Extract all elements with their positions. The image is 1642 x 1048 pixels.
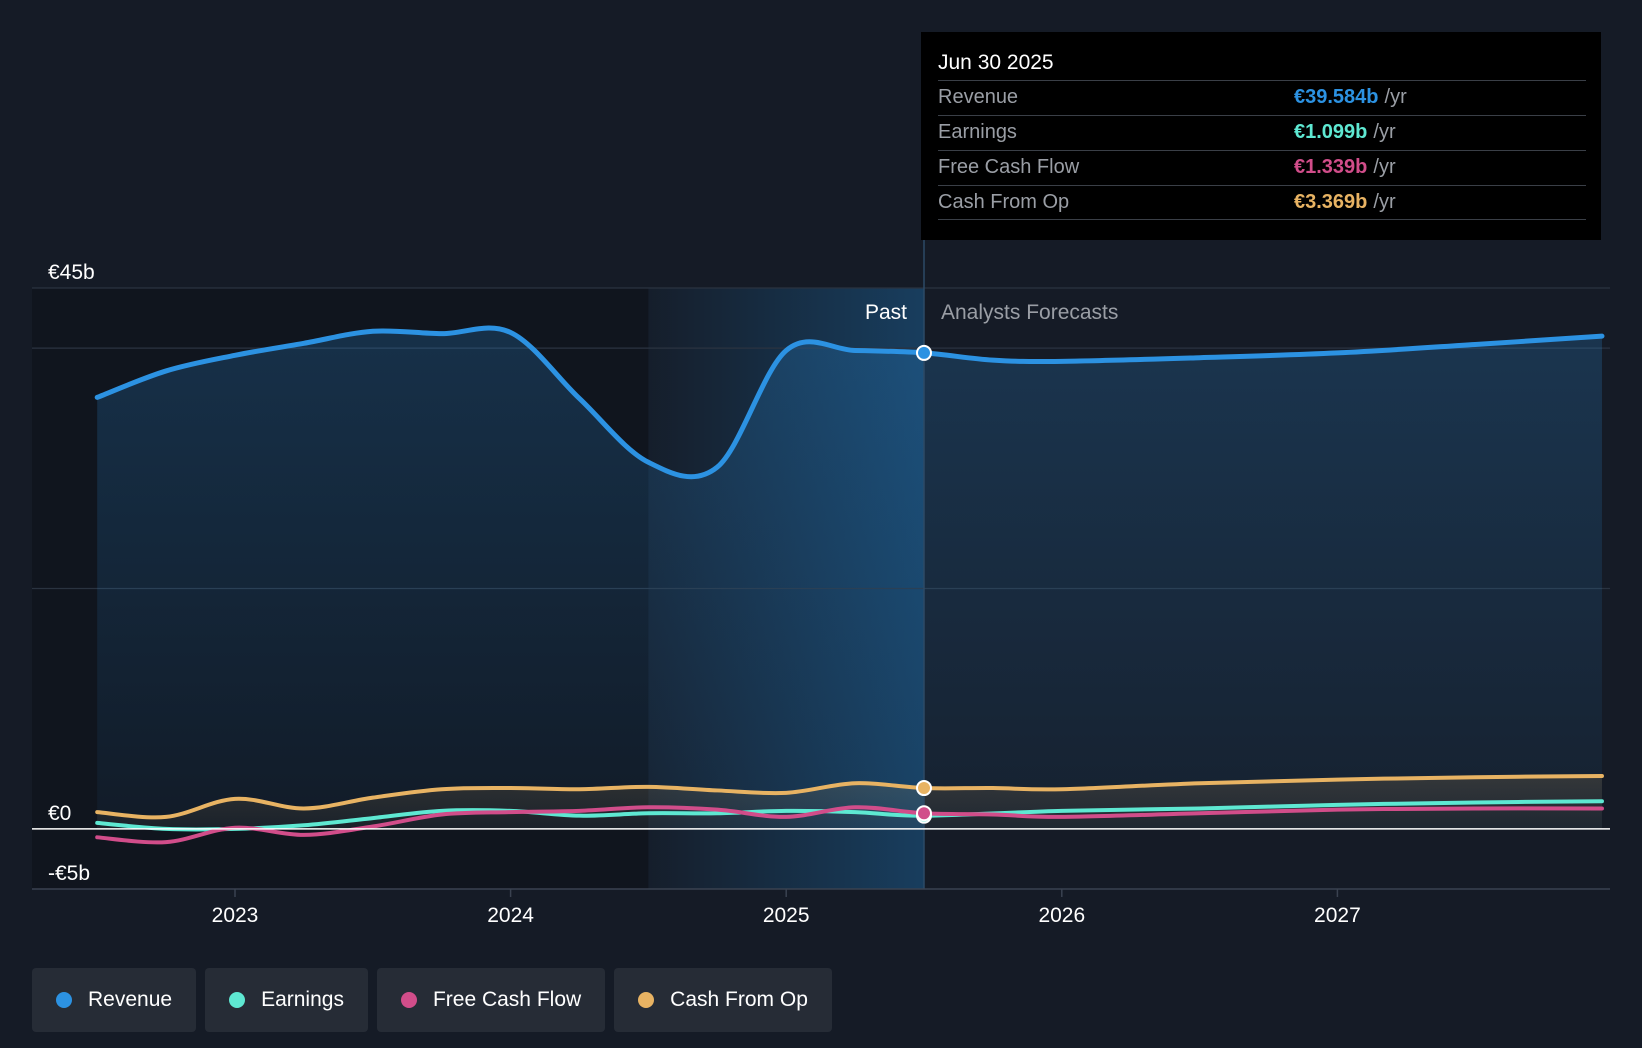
tooltip-row-cash-from-op: Cash From Op €3.369b /yr — [938, 185, 1586, 220]
tooltip-label: Free Cash Flow — [938, 156, 1080, 178]
legend-dot-icon — [56, 992, 72, 1008]
tooltip-date: Jun 30 2025 — [938, 51, 1054, 74]
tooltip-row-revenue: Revenue €39.584b /yr — [938, 80, 1586, 115]
series-areas — [97, 327, 1602, 829]
hover-markers — [916, 344, 932, 824]
marker-free-cash-flow — [916, 805, 932, 822]
marker-cash-from-op — [916, 780, 932, 797]
area-revenue — [97, 327, 1602, 829]
x-tick-label: 2027 — [1314, 904, 1361, 927]
y-tick-label: €45b — [48, 261, 95, 284]
legend-item-earnings[interactable]: Earnings — [205, 968, 368, 1032]
legend-dot-icon — [638, 992, 655, 1008]
tooltip-value: €3.369b — [1294, 191, 1368, 213]
forecast-label: Analysts Forecasts — [941, 301, 1118, 324]
past-label: Past — [865, 301, 907, 324]
tooltip-unit: /yr — [1384, 86, 1407, 108]
x-tick-label: 2024 — [487, 904, 534, 927]
x-tick-label: 2023 — [212, 904, 259, 927]
line-earnings — [95, 799, 1604, 832]
tooltip-row-free-cash-flow: Free Cash Flow €1.339b /yr — [938, 150, 1586, 185]
legend-item-free-cash-flow[interactable]: Free Cash Flow — [376, 968, 606, 1032]
series-lines — [94, 325, 1605, 845]
line-cash-from-op — [95, 774, 1604, 820]
tooltip-unit: /yr — [1373, 121, 1396, 143]
line-revenue — [94, 325, 1605, 480]
x-tick-label: 2025 — [763, 904, 810, 927]
tooltip-label: Earnings — [938, 121, 1017, 143]
tooltip-value: €1.339b — [1294, 156, 1368, 178]
tooltip-label: Cash From Op — [938, 191, 1070, 213]
legend-label: Cash From Op — [670, 988, 808, 1011]
y-tick-label: -€5b — [48, 862, 90, 885]
legend-label: Earnings — [261, 988, 344, 1011]
legend-label: Free Cash Flow — [432, 988, 582, 1011]
axis-ticks: €45b €0 -€5b 2023 2024 2025 2026 2027 — [48, 261, 1361, 927]
legend-item-cash-from-op[interactable]: Cash From Op — [614, 968, 832, 1032]
legend-dot-icon — [400, 992, 417, 1008]
legend-item-revenue[interactable]: Revenue — [32, 968, 197, 1032]
tooltip-value: €39.584b — [1294, 86, 1379, 108]
tooltip-unit: /yr — [1373, 156, 1396, 178]
tooltip-value: €1.099b — [1294, 121, 1368, 143]
tooltip-row-earnings: Earnings €1.099b /yr — [938, 115, 1586, 150]
tooltip: Jun 30 2025 Revenue €39.584b /yr Earning… — [921, 32, 1601, 240]
line-free-cash-flow — [95, 805, 1604, 845]
tooltip-label: Revenue — [938, 86, 1019, 108]
legend-dot-icon — [229, 992, 246, 1008]
x-tick-label: 2026 — [1038, 904, 1085, 927]
legend: Revenue Earnings Free Cash Flow Cash Fro… — [32, 968, 832, 1032]
tooltip-unit: /yr — [1373, 191, 1396, 213]
y-tick-label: €0 — [48, 802, 71, 825]
legend-label: Revenue — [88, 988, 173, 1011]
marker-revenue — [916, 344, 932, 361]
